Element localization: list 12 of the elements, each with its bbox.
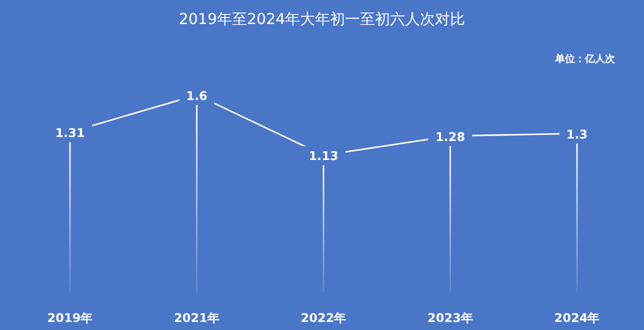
data-label: 1.13	[308, 149, 338, 164]
data-label: 1.3	[566, 127, 588, 142]
text: 单位：亿人次	[554, 53, 616, 65]
data-label: 1.6	[186, 89, 208, 103]
x-tick-label: 2024年	[554, 311, 600, 325]
x-tick-label: 2023年	[428, 311, 473, 325]
x-tick-label: 2019年	[47, 311, 93, 325]
x-tick-label: 2022年	[300, 311, 346, 325]
x-tick-label: 2021年	[174, 311, 220, 325]
data-label: 1.31	[55, 126, 85, 140]
data-label: 1.28	[435, 130, 466, 144]
chart-title: 2019年至2024年大年初一至初六人次对比	[178, 10, 466, 28]
